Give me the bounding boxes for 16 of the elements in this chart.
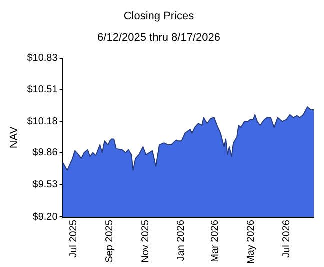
- y-tick-label: $10.18: [27, 116, 58, 128]
- x-tick-label: Mar 2026: [210, 220, 222, 262]
- x-tick-label: Jul 2025: [68, 220, 80, 258]
- chart-title: Closing Prices: [124, 10, 195, 23]
- y-tick-label: $10.83: [27, 53, 58, 64]
- x-tick-label: Nov 2025: [140, 220, 152, 263]
- x-tick-label: Sep 2025: [104, 220, 116, 263]
- y-tick-label: $9.53: [32, 180, 58, 191]
- x-tick-label: Jan 2026: [176, 220, 187, 262]
- chart-subtitle: 6/12/2025 thru 8/17/2026: [98, 32, 220, 44]
- y-tick-label: $9.86: [32, 148, 58, 159]
- x-tick-label: May 2026: [246, 220, 257, 264]
- y-axis-title: NAV: [8, 126, 21, 149]
- y-tick-label: $9.20: [32, 212, 58, 223]
- x-tick-label: Jul 2026: [281, 220, 292, 258]
- y-tick-label: $10.51: [27, 84, 58, 96]
